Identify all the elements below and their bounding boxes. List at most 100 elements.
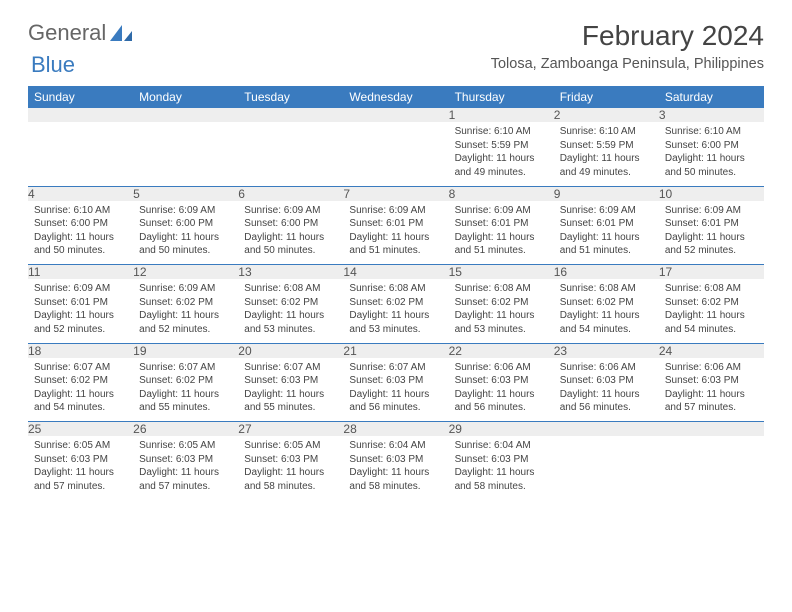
day-cell (554, 436, 659, 500)
day-cell: Sunrise: 6:08 AMSunset: 6:02 PMDaylight:… (343, 279, 448, 343)
day-number: 2 (554, 108, 659, 122)
day-number: 26 (133, 422, 238, 437)
day-cell-content: Sunrise: 6:07 AMSunset: 6:03 PMDaylight:… (343, 358, 448, 419)
day-header: Sunday (28, 86, 133, 108)
day-cell: Sunrise: 6:10 AMSunset: 5:59 PMDaylight:… (554, 122, 659, 186)
day-number: 17 (659, 265, 764, 280)
day-cell-content: Sunrise: 6:09 AMSunset: 6:01 PMDaylight:… (449, 201, 554, 262)
day-number: 3 (659, 108, 764, 122)
day-cell: Sunrise: 6:09 AMSunset: 6:00 PMDaylight:… (238, 201, 343, 265)
day-header: Tuesday (238, 86, 343, 108)
calendar-page: General February 2024 Tolosa, Zamboanga … (0, 0, 792, 520)
day-number: 21 (343, 343, 448, 358)
day-cell (659, 436, 764, 500)
day-number: 18 (28, 343, 133, 358)
day-cell-content: Sunrise: 6:05 AMSunset: 6:03 PMDaylight:… (238, 436, 343, 497)
day-cell-content: Sunrise: 6:09 AMSunset: 6:00 PMDaylight:… (133, 201, 238, 262)
day-number: 10 (659, 186, 764, 201)
day-header: Friday (554, 86, 659, 108)
day-cell: Sunrise: 6:08 AMSunset: 6:02 PMDaylight:… (238, 279, 343, 343)
day-cell-content: Sunrise: 6:08 AMSunset: 6:02 PMDaylight:… (554, 279, 659, 340)
day-number (28, 108, 133, 122)
day-number (659, 422, 764, 437)
day-cell: Sunrise: 6:05 AMSunset: 6:03 PMDaylight:… (238, 436, 343, 500)
day-cell: Sunrise: 6:07 AMSunset: 6:03 PMDaylight:… (343, 358, 448, 422)
calendar-table: SundayMondayTuesdayWednesdayThursdayFrid… (28, 86, 764, 500)
day-cell-content: Sunrise: 6:10 AMSunset: 5:59 PMDaylight:… (449, 122, 554, 183)
day-cell: Sunrise: 6:10 AMSunset: 5:59 PMDaylight:… (449, 122, 554, 186)
day-number: 6 (238, 186, 343, 201)
day-cell: Sunrise: 6:08 AMSunset: 6:02 PMDaylight:… (449, 279, 554, 343)
content-row: Sunrise: 6:05 AMSunset: 6:03 PMDaylight:… (28, 436, 764, 500)
day-header: Thursday (449, 86, 554, 108)
daynum-row: 45678910 (28, 186, 764, 201)
day-number: 25 (28, 422, 133, 437)
day-cell: Sunrise: 6:07 AMSunset: 6:03 PMDaylight:… (238, 358, 343, 422)
day-number: 13 (238, 265, 343, 280)
location: Tolosa, Zamboanga Peninsula, Philippines (491, 56, 764, 72)
day-cell: Sunrise: 6:09 AMSunset: 6:02 PMDaylight:… (133, 279, 238, 343)
logo-text-general: General (28, 20, 106, 46)
day-cell-content: Sunrise: 6:06 AMSunset: 6:03 PMDaylight:… (449, 358, 554, 419)
day-cell: Sunrise: 6:10 AMSunset: 6:00 PMDaylight:… (28, 201, 133, 265)
day-number: 19 (133, 343, 238, 358)
day-cell: Sunrise: 6:09 AMSunset: 6:00 PMDaylight:… (133, 201, 238, 265)
day-number (343, 108, 448, 122)
day-number: 14 (343, 265, 448, 280)
day-cell: Sunrise: 6:05 AMSunset: 6:03 PMDaylight:… (28, 436, 133, 500)
day-cell: Sunrise: 6:06 AMSunset: 6:03 PMDaylight:… (449, 358, 554, 422)
day-cell-content: Sunrise: 6:07 AMSunset: 6:02 PMDaylight:… (28, 358, 133, 419)
day-cell (133, 122, 238, 186)
day-cell-content: Sunrise: 6:05 AMSunset: 6:03 PMDaylight:… (133, 436, 238, 497)
content-row: Sunrise: 6:07 AMSunset: 6:02 PMDaylight:… (28, 358, 764, 422)
calendar-head: SundayMondayTuesdayWednesdayThursdayFrid… (28, 86, 764, 108)
day-cell-content: Sunrise: 6:08 AMSunset: 6:02 PMDaylight:… (343, 279, 448, 340)
day-number: 28 (343, 422, 448, 437)
day-cell-content: Sunrise: 6:06 AMSunset: 6:03 PMDaylight:… (659, 358, 764, 419)
day-cell-content: Sunrise: 6:07 AMSunset: 6:02 PMDaylight:… (133, 358, 238, 419)
day-cell: Sunrise: 6:06 AMSunset: 6:03 PMDaylight:… (554, 358, 659, 422)
content-row: Sunrise: 6:09 AMSunset: 6:01 PMDaylight:… (28, 279, 764, 343)
day-cell: Sunrise: 6:09 AMSunset: 6:01 PMDaylight:… (659, 201, 764, 265)
day-cell-content: Sunrise: 6:04 AMSunset: 6:03 PMDaylight:… (449, 436, 554, 497)
day-cell: Sunrise: 6:04 AMSunset: 6:03 PMDaylight:… (449, 436, 554, 500)
daynum-row: 123 (28, 108, 764, 122)
day-cell-content: Sunrise: 6:10 AMSunset: 6:00 PMDaylight:… (659, 122, 764, 183)
calendar-body: 123Sunrise: 6:10 AMSunset: 5:59 PMDaylig… (28, 108, 764, 500)
day-header: Wednesday (343, 86, 448, 108)
day-number: 20 (238, 343, 343, 358)
day-number: 23 (554, 343, 659, 358)
day-cell: Sunrise: 6:06 AMSunset: 6:03 PMDaylight:… (659, 358, 764, 422)
day-number: 9 (554, 186, 659, 201)
day-header: Monday (133, 86, 238, 108)
day-cell-content: Sunrise: 6:07 AMSunset: 6:03 PMDaylight:… (238, 358, 343, 419)
day-cell (343, 122, 448, 186)
day-number: 4 (28, 186, 133, 201)
day-cell: Sunrise: 6:09 AMSunset: 6:01 PMDaylight:… (28, 279, 133, 343)
day-header: Saturday (659, 86, 764, 108)
day-cell-content: Sunrise: 6:08 AMSunset: 6:02 PMDaylight:… (449, 279, 554, 340)
day-cell: Sunrise: 6:08 AMSunset: 6:02 PMDaylight:… (554, 279, 659, 343)
day-cell-content: Sunrise: 6:10 AMSunset: 6:00 PMDaylight:… (28, 201, 133, 262)
day-number (238, 108, 343, 122)
day-cell: Sunrise: 6:09 AMSunset: 6:01 PMDaylight:… (554, 201, 659, 265)
day-cell-content: Sunrise: 6:09 AMSunset: 6:00 PMDaylight:… (238, 201, 343, 262)
day-cell (28, 122, 133, 186)
day-number (554, 422, 659, 437)
day-cell-content: Sunrise: 6:10 AMSunset: 5:59 PMDaylight:… (554, 122, 659, 183)
month-title: February 2024 (491, 20, 764, 52)
day-number: 27 (238, 422, 343, 437)
day-number: 7 (343, 186, 448, 201)
day-number: 12 (133, 265, 238, 280)
day-cell-content: Sunrise: 6:08 AMSunset: 6:02 PMDaylight:… (659, 279, 764, 340)
day-cell-content: Sunrise: 6:08 AMSunset: 6:02 PMDaylight:… (238, 279, 343, 340)
day-cell: Sunrise: 6:04 AMSunset: 6:03 PMDaylight:… (343, 436, 448, 500)
day-number: 8 (449, 186, 554, 201)
day-cell-content: Sunrise: 6:09 AMSunset: 6:01 PMDaylight:… (28, 279, 133, 340)
day-cell-content: Sunrise: 6:09 AMSunset: 6:01 PMDaylight:… (554, 201, 659, 262)
content-row: Sunrise: 6:10 AMSunset: 5:59 PMDaylight:… (28, 122, 764, 186)
day-number: 22 (449, 343, 554, 358)
day-cell: Sunrise: 6:07 AMSunset: 6:02 PMDaylight:… (28, 358, 133, 422)
logo-sail-icon (108, 23, 134, 43)
day-number (133, 108, 238, 122)
